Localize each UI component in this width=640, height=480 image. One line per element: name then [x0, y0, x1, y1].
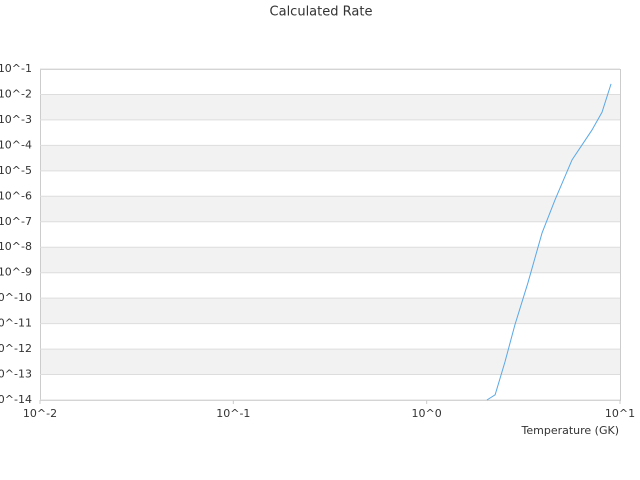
y-tick-label: 10^-9: [0, 266, 32, 279]
x-tick-label: 10^-1: [216, 407, 250, 420]
grid-band: [40, 145, 620, 171]
y-tick-label: 10^-3: [0, 113, 32, 126]
y-tick-label: 10^-14: [0, 393, 32, 406]
chart-title: Calculated Rate: [270, 5, 373, 20]
grid-band: [40, 196, 620, 222]
data-line: [486, 83, 612, 401]
y-tick-label: 10^-4: [0, 138, 32, 151]
y-tick-label: 10^-13: [0, 368, 32, 381]
grid-band: [40, 349, 620, 375]
x-tick-label: 10^-2: [23, 407, 57, 420]
y-tick-label: 10^-8: [0, 240, 32, 253]
y-tick-label: 10^-12: [0, 342, 32, 355]
y-tick-label: 10^-5: [0, 164, 32, 177]
bands: [40, 94, 620, 375]
grid-band: [40, 298, 620, 324]
y-tick-label: 10^-10: [0, 291, 32, 304]
y-tick-label: 10^-6: [0, 189, 32, 202]
x-tick-label: 10^0: [412, 407, 442, 420]
y-tick-label: 10^-7: [0, 215, 32, 228]
grid-band: [40, 94, 620, 120]
y-tick-label: 10^-1: [0, 62, 32, 75]
x-axis-label: Temperature (GK): [521, 424, 620, 437]
y-tick-label: 10^-11: [0, 317, 32, 330]
grid-band: [40, 247, 620, 273]
y-tick-label: 10^-2: [0, 87, 32, 100]
x-tick-label: 10^1: [605, 407, 635, 420]
